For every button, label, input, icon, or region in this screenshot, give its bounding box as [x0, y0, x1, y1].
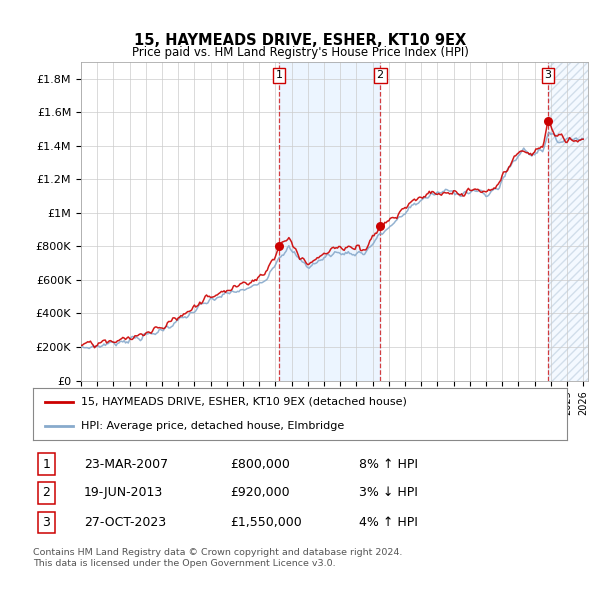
Text: 3% ↓ HPI: 3% ↓ HPI [359, 486, 418, 499]
Text: £1,550,000: £1,550,000 [230, 516, 302, 529]
Bar [279, 62, 380, 381]
Text: 2: 2 [377, 70, 384, 80]
Text: 1: 1 [275, 70, 283, 80]
Text: HPI: Average price, detached house, Elmbridge: HPI: Average price, detached house, Elmb… [81, 421, 344, 431]
Text: 3: 3 [544, 70, 551, 80]
Bar [548, 62, 588, 381]
Text: 2: 2 [43, 486, 50, 499]
Text: 8% ↑ HPI: 8% ↑ HPI [359, 458, 418, 471]
Text: 15, HAYMEADS DRIVE, ESHER, KT10 9EX (detached house): 15, HAYMEADS DRIVE, ESHER, KT10 9EX (det… [81, 396, 407, 407]
Bar [548, 62, 588, 381]
Text: 4% ↑ HPI: 4% ↑ HPI [359, 516, 418, 529]
Text: 23-MAR-2007: 23-MAR-2007 [84, 458, 168, 471]
Text: Contains HM Land Registry data © Crown copyright and database right 2024.: Contains HM Land Registry data © Crown c… [33, 548, 403, 556]
Text: 1: 1 [43, 458, 50, 471]
Text: 19-JUN-2013: 19-JUN-2013 [84, 486, 163, 499]
Text: Price paid vs. HM Land Registry's House Price Index (HPI): Price paid vs. HM Land Registry's House … [131, 46, 469, 59]
Text: 27-OCT-2023: 27-OCT-2023 [84, 516, 166, 529]
Text: 15, HAYMEADS DRIVE, ESHER, KT10 9EX: 15, HAYMEADS DRIVE, ESHER, KT10 9EX [134, 33, 466, 48]
Text: This data is licensed under the Open Government Licence v3.0.: This data is licensed under the Open Gov… [33, 559, 335, 568]
Text: £800,000: £800,000 [230, 458, 290, 471]
Text: £920,000: £920,000 [230, 486, 290, 499]
Text: 3: 3 [43, 516, 50, 529]
